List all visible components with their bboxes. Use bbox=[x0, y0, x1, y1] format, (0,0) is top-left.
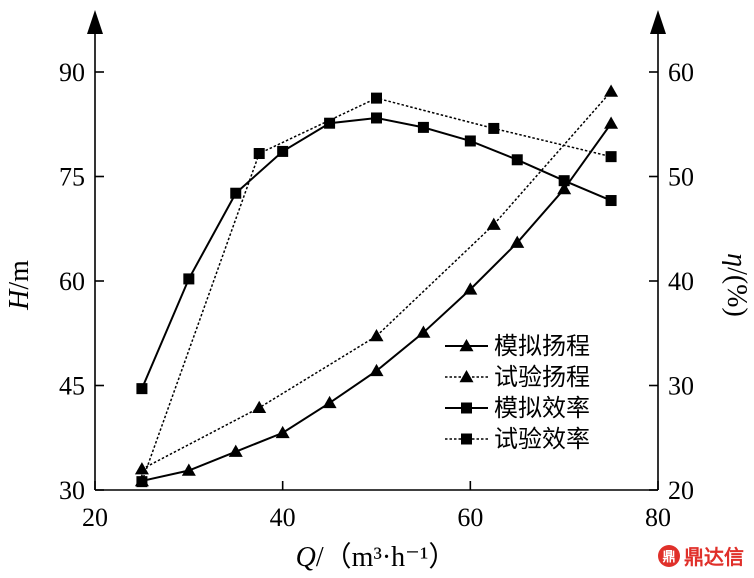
x-tick-label: 80 bbox=[645, 503, 671, 532]
left-y-tick-label: 60 bbox=[59, 267, 85, 296]
triangle-point bbox=[604, 116, 619, 129]
square-point bbox=[183, 273, 195, 285]
triangle-point bbox=[510, 235, 525, 248]
right-y-tick-label: 60 bbox=[668, 58, 694, 87]
legend-marker bbox=[459, 370, 474, 383]
square-point bbox=[253, 148, 265, 160]
legend-marker bbox=[459, 339, 474, 352]
left-y-tick-label: 90 bbox=[59, 58, 85, 87]
square-point bbox=[230, 187, 242, 199]
square-point bbox=[605, 195, 617, 207]
square-point bbox=[464, 135, 476, 147]
x-axis-unit: /（m³·h⁻¹） bbox=[316, 541, 456, 573]
right-y-tick-label: 40 bbox=[668, 267, 694, 296]
square-point bbox=[324, 117, 336, 129]
legend-label: 模拟效率 bbox=[494, 394, 590, 422]
triangle-point bbox=[228, 444, 243, 457]
left-y-axis-var: H bbox=[4, 288, 35, 311]
triangle-point bbox=[486, 217, 501, 230]
watermark-logo-icon: 鼎 bbox=[658, 544, 680, 567]
square-point bbox=[511, 154, 523, 166]
legend-item: 模拟扬程 bbox=[445, 332, 590, 360]
triangle-point bbox=[463, 282, 478, 295]
left-axis-arrow bbox=[87, 10, 103, 34]
legend-item: 试验效率 bbox=[445, 425, 590, 453]
x-tick-label: 20 bbox=[82, 503, 108, 532]
series-group bbox=[134, 84, 619, 488]
square-point bbox=[371, 92, 382, 104]
square-point bbox=[488, 122, 500, 134]
legend-label: 试验效率 bbox=[494, 425, 590, 453]
right-y-tick-label: 50 bbox=[668, 163, 694, 192]
left-y-axis-unit: /m bbox=[4, 260, 35, 290]
legend-marker bbox=[461, 433, 472, 445]
triangle-point bbox=[252, 400, 267, 414]
series-4 bbox=[136, 92, 617, 488]
legend-label: 模拟扬程 bbox=[494, 332, 590, 360]
left-y-axis-label: H/m bbox=[4, 260, 35, 311]
triangle-point bbox=[369, 329, 384, 342]
x-axis-label: Q/（m³·h⁻¹） bbox=[296, 541, 457, 573]
legend-marker bbox=[461, 402, 472, 414]
triangle-point bbox=[275, 425, 290, 439]
right-y-axis-label: η/(%) bbox=[721, 253, 752, 317]
series-3 bbox=[136, 112, 617, 395]
triangle-point bbox=[322, 395, 337, 409]
left-y-tick-label: 45 bbox=[59, 372, 85, 401]
square-point bbox=[371, 112, 382, 124]
right-y-tick-label: 30 bbox=[668, 372, 694, 401]
watermark-text: 鼎达信 bbox=[684, 545, 744, 569]
triangle-point bbox=[181, 463, 196, 476]
right-y-axis-var: η bbox=[721, 253, 752, 267]
square-point bbox=[417, 121, 429, 133]
square-point bbox=[605, 151, 617, 163]
triangle-point bbox=[416, 325, 431, 338]
right-y-tick-label: 20 bbox=[668, 476, 694, 505]
triangle-point bbox=[557, 182, 572, 195]
watermark: 鼎 鼎达信 bbox=[658, 541, 744, 570]
legend-item: 模拟效率 bbox=[445, 394, 590, 422]
legend-label: 试验扬程 bbox=[494, 363, 590, 391]
square-point bbox=[277, 145, 289, 157]
series-line bbox=[141, 91, 612, 470]
right-axis-arrow bbox=[650, 10, 666, 34]
x-tick-label: 40 bbox=[270, 503, 296, 532]
x-tick-label: 60 bbox=[457, 503, 483, 532]
left-y-tick-label: 30 bbox=[59, 476, 85, 505]
right-y-axis-unit: /(%) bbox=[721, 267, 752, 317]
triangle-point bbox=[369, 363, 384, 377]
square-point bbox=[136, 476, 148, 488]
triangle-point bbox=[604, 84, 619, 97]
left-y-tick-label: 75 bbox=[59, 163, 85, 192]
legend-item: 试验扬程 bbox=[445, 363, 590, 391]
x-axis-var: Q bbox=[296, 542, 316, 573]
square-point bbox=[558, 175, 570, 187]
square-point bbox=[136, 383, 148, 395]
